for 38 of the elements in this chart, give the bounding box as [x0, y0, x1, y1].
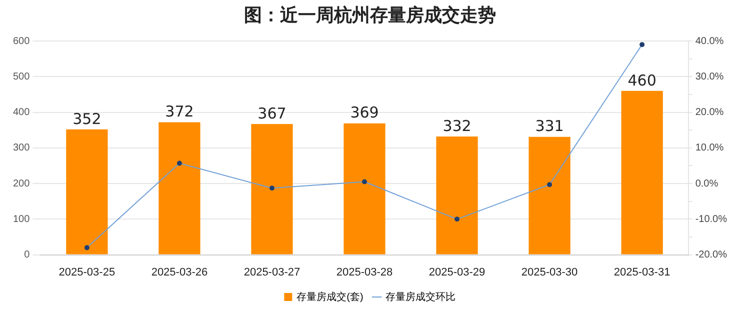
legend-label: 存量房成交环比: [385, 290, 456, 303]
data-label: 332: [442, 116, 472, 135]
data-label: 460: [628, 71, 656, 90]
y-tick-label: 100: [12, 214, 30, 225]
y2-tick-label: -10.0%: [695, 214, 728, 225]
y2-tick-label: -20.0%: [695, 250, 728, 261]
bar: [621, 90, 663, 254]
y2-tick-label: 40.0%: [695, 36, 724, 47]
data-label: 369: [350, 104, 379, 122]
legend-label: 存量房成交(套): [296, 290, 364, 303]
bar: [528, 136, 570, 254]
y-tick-label: 0: [24, 250, 30, 261]
x-tick-label: 2025-03-31: [614, 266, 670, 278]
y-tick-label: 200: [12, 178, 30, 190]
x-tick-label: 2025-03-27: [244, 266, 300, 278]
data-label: 372: [165, 102, 194, 121]
x-tick-label: 2025-03-29: [428, 266, 486, 278]
y-tick-label: 300: [12, 142, 30, 154]
y-tick-label: 600: [12, 36, 30, 47]
y-tick-label: 400: [12, 107, 30, 118]
y2-tick-label: 20.0%: [695, 107, 724, 118]
x-tick-label: 2025-03-30: [521, 266, 578, 278]
bar: [251, 124, 293, 254]
bar: [66, 129, 108, 254]
bar: [344, 123, 386, 254]
bar: [436, 136, 478, 254]
data-label: 331: [535, 117, 564, 136]
x-tick-label: 2025-03-26: [151, 266, 208, 278]
y-tick-label: 500: [12, 71, 30, 82]
y2-tick-label: 0.0%: [695, 178, 718, 190]
bar: [158, 122, 200, 254]
data-label: 352: [72, 110, 102, 128]
data-label: 367: [258, 104, 286, 122]
chart-title: 图：近一周杭州存量房成交走势: [243, 4, 497, 28]
y2-tick-label: 10.0%: [695, 142, 724, 154]
x-tick-label: 2025-03-28: [336, 266, 393, 278]
y2-tick-label: 30.0%: [695, 71, 724, 82]
x-tick-label: 2025-03-25: [58, 266, 116, 278]
